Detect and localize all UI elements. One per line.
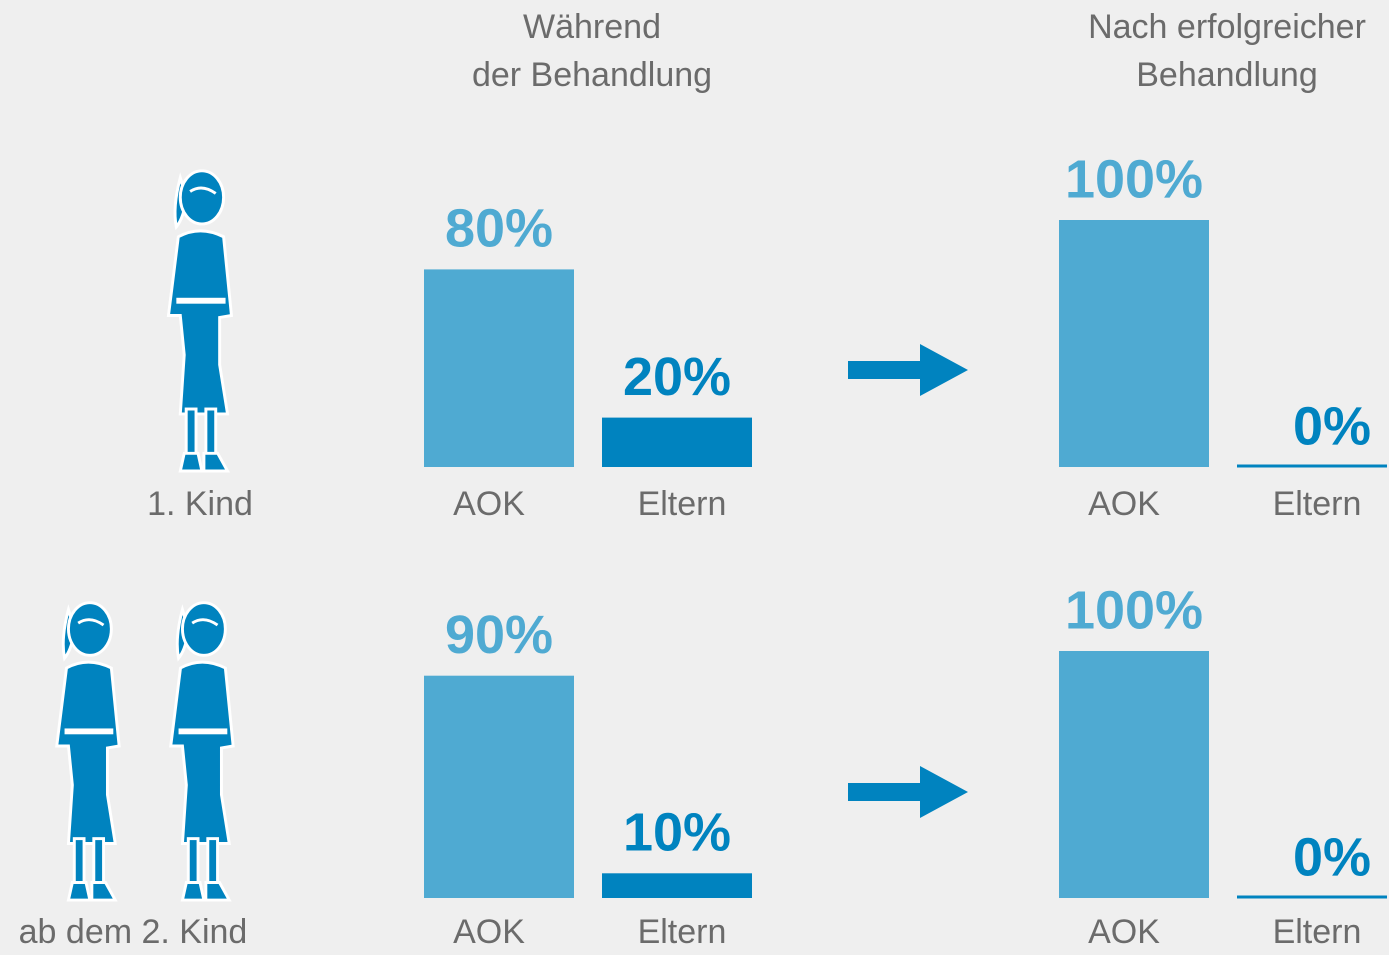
- category-label: Eltern: [638, 485, 727, 523]
- category-label: Eltern: [638, 913, 727, 951]
- bar: [424, 269, 574, 467]
- page: Während der Behandlung Nach erfolgreiche…: [0, 0, 1389, 955]
- bar: [602, 873, 752, 898]
- child-figure: [168, 171, 231, 471]
- category-label: Eltern: [1273, 913, 1362, 951]
- value-label: 80%: [445, 199, 553, 259]
- child-figure: [171, 603, 233, 900]
- category-label: AOK: [453, 485, 525, 523]
- value-label: 0%: [1293, 827, 1371, 887]
- infographic: Während der Behandlung Nach erfolgreiche…: [0, 0, 1389, 955]
- bar: [1059, 220, 1209, 467]
- value-label: 0%: [1293, 396, 1371, 456]
- column-header: Nach erfolgreicher: [1088, 8, 1366, 46]
- child-figure: [57, 603, 119, 900]
- bar: [602, 418, 752, 467]
- column-header: Behandlung: [1136, 56, 1318, 94]
- row-label: ab dem 2. Kind: [19, 913, 248, 951]
- column-header: der Behandlung: [472, 56, 712, 94]
- arrow: [848, 344, 968, 396]
- column-header: Während: [523, 8, 661, 46]
- category-label: AOK: [1088, 485, 1160, 523]
- value-label: 100%: [1065, 580, 1203, 640]
- value-label: 90%: [445, 605, 553, 665]
- bar: [1059, 651, 1209, 898]
- category-label: AOK: [1088, 913, 1160, 951]
- row-label: 1. Kind: [147, 485, 253, 523]
- value-label: 20%: [623, 347, 731, 407]
- bar: [424, 676, 574, 898]
- value-label: 10%: [623, 803, 731, 863]
- arrow: [848, 766, 968, 818]
- category-label: Eltern: [1273, 485, 1362, 523]
- category-label: AOK: [453, 913, 525, 951]
- value-label: 100%: [1065, 149, 1203, 209]
